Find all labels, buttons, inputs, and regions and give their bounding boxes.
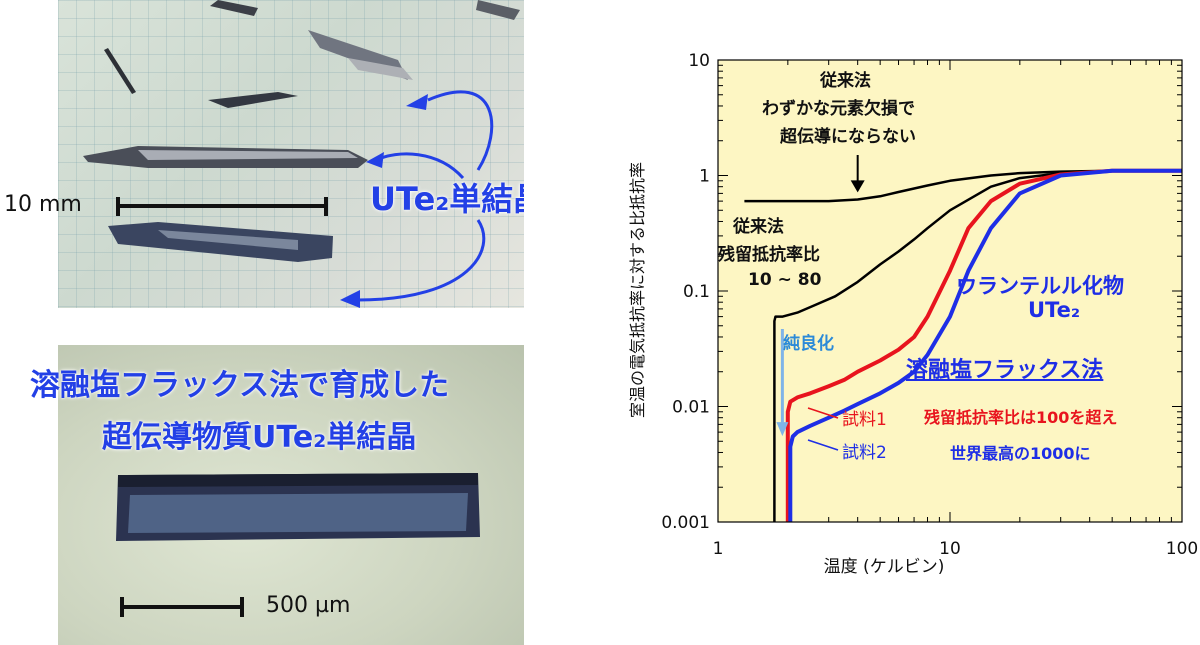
annotation-conventional2-line3: 10 ~ 80 [748, 270, 822, 290]
x-tick-label: 1 [713, 539, 724, 559]
annotation-purify: 純良化 [783, 334, 834, 354]
series-line-2 [773, 169, 1182, 522]
purify-arrow-head [776, 422, 789, 437]
arrow-to-crystal-3 [357, 219, 486, 302]
y-tick-label: 0.1 [683, 282, 710, 302]
crystal-large [138, 150, 358, 160]
annotation-arrows [776, 155, 865, 451]
annotation-conventional-line3: 超伝導にならない [780, 127, 916, 147]
annotation-conventional2-line2: 残留抵抗率比 [718, 245, 820, 265]
arrow-head [366, 152, 384, 168]
pointer-arrows [116, 90, 494, 308]
legend-sample2: 試料2 [842, 443, 887, 463]
arrow-head [406, 94, 428, 110]
annotation-conventional-line2: わずかな元素欠損で [762, 99, 915, 119]
y-tick-label: 10 [688, 51, 710, 71]
crystal-face [128, 493, 468, 533]
scale-label-10mm: 10 mm [4, 192, 82, 217]
legend-sample1: 試料1 [842, 410, 887, 430]
crystal-shard [104, 48, 136, 94]
down-arrow-head [850, 180, 865, 193]
annotation-conventional-title: 従来法 [820, 71, 871, 91]
tick-labels: 1 10 100 0.001 0.01 0.1 1 10 [661, 51, 1198, 559]
crystal-drawings [83, 0, 520, 262]
annotation-compound-name: ウランテルル化物 [956, 274, 1124, 298]
y-tick-label: 1 [699, 167, 710, 187]
photo-title-line2: 超伝導物質UTe₂単結晶 [102, 420, 417, 455]
top-crystal-photo: UTe₂単結晶 [58, 0, 524, 308]
plot-frame [717, 59, 1183, 523]
crystal-shard [348, 58, 413, 80]
sample1-pointer [807, 407, 839, 419]
crystal-shard [208, 92, 298, 108]
y-tick-label: 0.001 [661, 513, 710, 533]
series-line-4 [788, 168, 1182, 522]
y-tick-label: 0.01 [672, 398, 710, 418]
resistivity-chart: 1 10 100 0.001 0.01 0.1 1 10 [661, 51, 1198, 559]
crystal-edge [118, 473, 478, 487]
annotation-conventional2-title: 従来法 [733, 217, 784, 237]
series-line-3 [785, 168, 1182, 522]
series-line-1 [744, 169, 1182, 203]
arrow-to-crystal-2 [375, 152, 465, 179]
plot-background [718, 60, 1182, 522]
y-axis-label: 室温の電気抵抗率に対する比抵抗率 [628, 162, 647, 419]
annotation-rrr-blue: 世界最高の1000に [950, 444, 1091, 463]
x-tick-label: 100 [1166, 539, 1198, 559]
crystal-shard [210, 0, 258, 16]
single-crystal-drawing [116, 473, 480, 617]
annotation-method: 溶融塩フラックス法 [906, 358, 1104, 383]
annotation-compound-formula: UTe₂ [1028, 298, 1081, 322]
annotation-rrr-red: 残留抵抗率比は100を超え [924, 408, 1118, 427]
crystal-large [158, 230, 298, 250]
crystal-label: UTe₂単結晶 [370, 180, 524, 218]
arrow-to-crystal-1 [427, 90, 494, 171]
bottom-crystal-photo: 500 µm [58, 345, 524, 645]
arrow-head [340, 290, 360, 308]
scale-label-500um: 500 µm [266, 593, 351, 618]
x-tick-label: 10 [939, 539, 961, 559]
sample2-pointer [807, 439, 839, 451]
x-axis-label: 温度 (ケルビン) [823, 557, 945, 577]
photo-title-line1: 溶融塩フラックス法で育成した [30, 368, 450, 403]
crystal-shard [476, 0, 520, 20]
data-series [744, 168, 1182, 522]
